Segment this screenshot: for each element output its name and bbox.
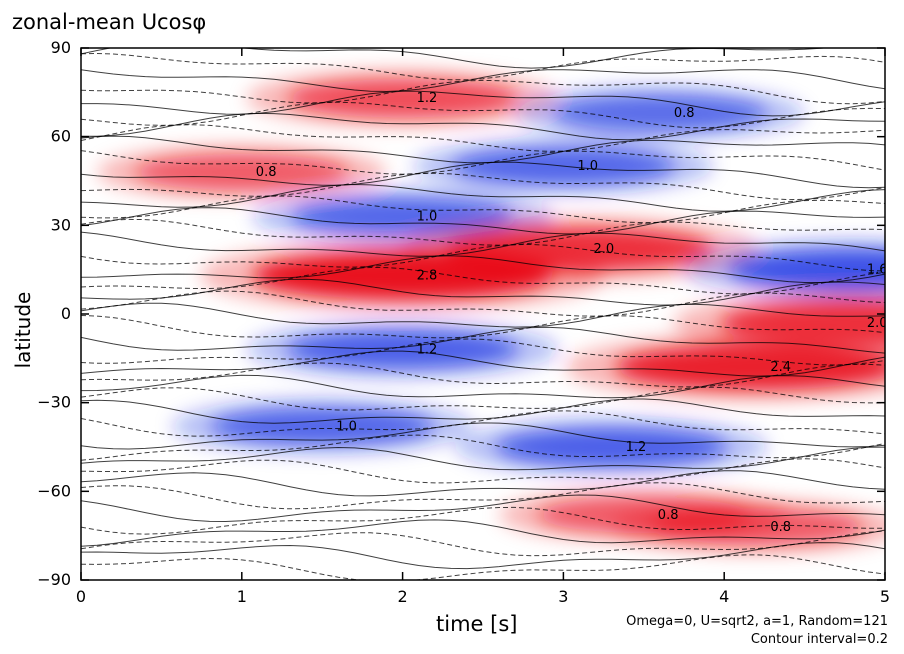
chart-title: zonal-mean Ucosφ bbox=[12, 10, 207, 34]
contour-line bbox=[81, 338, 885, 366]
contour-label: 1.0 bbox=[336, 419, 357, 434]
contour-line bbox=[81, 79, 885, 105]
contour-line bbox=[81, 506, 885, 535]
y-tick-label: −90 bbox=[37, 570, 71, 589]
contour-line bbox=[81, 422, 885, 450]
contour-line bbox=[81, 386, 885, 411]
contour-line bbox=[81, 52, 885, 81]
contour-line bbox=[81, 530, 885, 557]
contour-label: 2.4 bbox=[770, 360, 791, 375]
contour-line bbox=[81, 150, 885, 175]
y-tick-label: 90 bbox=[51, 38, 71, 57]
feature-core bbox=[728, 249, 885, 291]
axis-ticks: 0 1 2 3 4 5 90 60 30 0 −30 −60 −90 bbox=[37, 38, 890, 606]
contour-line bbox=[81, 124, 885, 152]
x-tick-label: 2 bbox=[398, 587, 408, 606]
feature-core bbox=[252, 251, 553, 300]
contour-label: 0.8 bbox=[256, 165, 277, 180]
contour-line bbox=[81, 195, 885, 224]
contour-line bbox=[81, 231, 885, 257]
y-tick-label: 60 bbox=[51, 127, 71, 146]
feature-core bbox=[614, 344, 885, 391]
contour-label: 0.8 bbox=[658, 508, 679, 523]
contour-interval-note: Contour interval=0.2 bbox=[750, 632, 888, 647]
contour-line bbox=[81, 112, 885, 141]
contour-line bbox=[81, 183, 885, 212]
x-tick-label: 0 bbox=[76, 587, 86, 606]
contour-label: 2.8 bbox=[417, 269, 438, 284]
contour-label: 1.2 bbox=[417, 91, 438, 106]
contour-line bbox=[81, 446, 885, 471]
feature-core bbox=[134, 153, 349, 191]
x-tick-label: 4 bbox=[719, 587, 729, 606]
feature-core bbox=[649, 508, 864, 546]
contour-line bbox=[81, 362, 885, 388]
contour-line bbox=[81, 519, 885, 547]
contour-line bbox=[81, 207, 885, 235]
x-tick-label: 1 bbox=[237, 587, 247, 606]
contour-line bbox=[81, 398, 885, 424]
x-tick-label: 3 bbox=[558, 587, 568, 606]
contour-line bbox=[81, 315, 885, 339]
contour-line bbox=[81, 48, 830, 69]
contour-line bbox=[81, 69, 885, 93]
x-axis-label: time [s] bbox=[436, 612, 518, 636]
contour-line bbox=[81, 161, 885, 189]
contour-line bbox=[81, 218, 885, 246]
parameter-note: Omega=0, U=sqrt2, a=1, Random=121 bbox=[626, 614, 888, 629]
contour-line bbox=[81, 542, 885, 570]
y-tick-label: −30 bbox=[37, 393, 71, 412]
contour-line bbox=[81, 494, 885, 523]
heatmap-field bbox=[97, 69, 885, 555]
x-tick-label: 5 bbox=[880, 587, 890, 606]
contour-line bbox=[81, 434, 885, 461]
contour-line bbox=[81, 470, 885, 497]
contour-line bbox=[81, 172, 885, 201]
contour-labels: 1.2 0.8 0.8 1.0 1.0 2.0 2.8 1.6 2.0 1.2 2.4 1.0 1.2 0… bbox=[256, 91, 888, 535]
contour-line bbox=[81, 90, 885, 117]
contour-label: 1.6 bbox=[867, 263, 888, 278]
contour-label: 0.8 bbox=[674, 106, 695, 121]
contour-label: 1.0 bbox=[577, 159, 598, 174]
contour-line bbox=[81, 482, 885, 510]
y-tick-label: 0 bbox=[61, 304, 71, 323]
contour-line bbox=[81, 326, 885, 354]
feature-core bbox=[495, 427, 728, 467]
contour-line bbox=[81, 458, 885, 484]
contour-label: 2.0 bbox=[593, 242, 614, 257]
contour-line bbox=[81, 101, 885, 129]
contour-line bbox=[81, 243, 885, 272]
contour-line bbox=[81, 302, 885, 328]
feature-core bbox=[286, 330, 519, 369]
contour-line bbox=[81, 255, 885, 283]
contour-label: 1.2 bbox=[417, 342, 438, 357]
y-tick-label: −60 bbox=[37, 481, 71, 500]
contour-label: 0.8 bbox=[770, 520, 791, 535]
feature-core bbox=[552, 94, 768, 132]
contour-label: 1.2 bbox=[626, 440, 647, 455]
feature-core bbox=[286, 78, 519, 118]
contour-lines bbox=[81, 48, 885, 580]
y-tick-label: 30 bbox=[51, 215, 71, 234]
contour-label: 1.0 bbox=[417, 209, 438, 224]
contour-line bbox=[81, 350, 885, 377]
contour-line bbox=[81, 374, 885, 399]
contour-line bbox=[81, 290, 885, 317]
contour-label: 2.0 bbox=[867, 316, 888, 331]
contour-line bbox=[81, 410, 885, 437]
contour-line bbox=[81, 554, 885, 580]
